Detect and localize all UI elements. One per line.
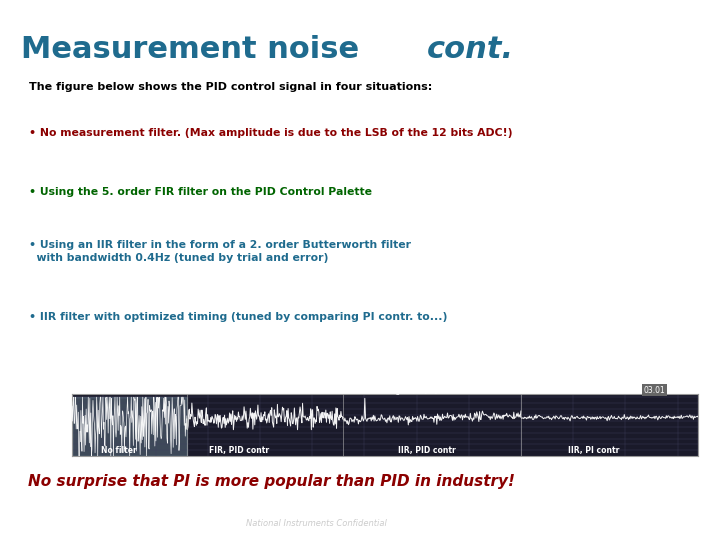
Text: No filter: No filter [101,446,137,455]
Text: ✓: ✓ [622,508,638,526]
Text: ni.com: ni.com [22,505,57,515]
Text: Measurement noise: Measurement noise [22,35,370,64]
Text: National Instruments Confidential: National Instruments Confidential [246,519,387,529]
Text: • Using an IIR filter in the form of a 2. order Butterworth filter
  with bandwi: • Using an IIR filter in the form of a 2… [29,240,410,262]
Text: FIR, PID contr: FIR, PID contr [209,446,269,455]
Text: 03.01: 03.01 [644,386,665,395]
X-axis label: t [-]: t [-] [378,468,392,476]
Text: The figure below shows the PID control signal in four situations:: The figure below shows the PID control s… [29,82,432,92]
Text: IIR, PI contr: IIR, PI contr [568,446,620,455]
Text: • IIR filter with optimized timing (tuned by comparing PI contr. to...): • IIR filter with optimized timing (tune… [29,312,447,322]
Text: • No measurement filter. (Max amplitude is due to the LSB of the 12 bits ADC!): • No measurement filter. (Max amplitude … [29,129,512,138]
Text: No surprise that PI is more popular than PID in industry!: No surprise that PI is more popular than… [28,474,516,489]
Text: cont.: cont. [427,35,514,64]
Text: • Using the 5. order FIR filter on the PID Control Palette: • Using the 5. order FIR filter on the P… [29,187,372,198]
Text: Control signal, u [%]: Control signal, u [%] [359,386,437,395]
Text: 16: 16 [451,519,464,529]
Text: IIR, PID contr: IIR, PID contr [398,446,456,455]
Text: NATIONAL
INSTRUMENTS®: NATIONAL INSTRUMENTS® [615,505,691,524]
